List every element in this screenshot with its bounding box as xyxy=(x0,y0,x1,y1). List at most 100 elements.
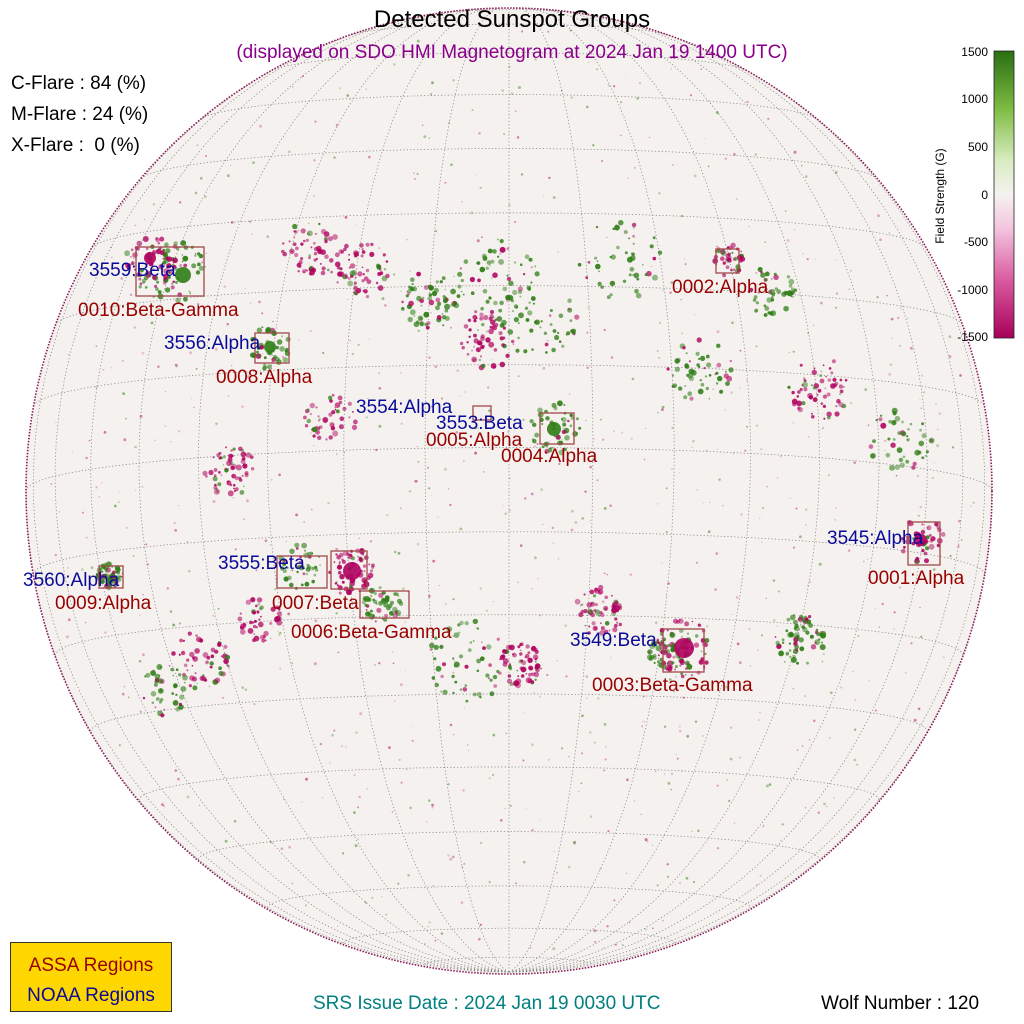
field-speckle xyxy=(347,556,350,560)
field-speckle xyxy=(306,269,308,272)
field-speckle xyxy=(463,862,466,865)
field-speckle xyxy=(275,345,280,350)
field-speckle xyxy=(592,594,597,598)
field-speckle xyxy=(172,700,179,706)
field-speckle xyxy=(936,444,940,448)
field-speckle xyxy=(369,338,370,340)
field-speckle xyxy=(520,659,524,663)
field-speckle xyxy=(690,369,697,376)
field-speckle xyxy=(496,316,503,322)
field-speckle xyxy=(460,290,463,293)
field-speckle xyxy=(804,617,809,622)
field-speckle xyxy=(218,456,222,460)
field-speckle xyxy=(331,410,336,415)
field-speckle xyxy=(826,392,831,397)
field-speckle xyxy=(666,653,672,659)
field-speckle xyxy=(427,466,429,469)
field-speckle xyxy=(941,325,942,327)
disk-limb xyxy=(25,7,993,975)
field-speckle xyxy=(762,825,764,828)
field-speckle xyxy=(244,688,248,691)
field-speckle xyxy=(691,282,694,285)
field-speckle xyxy=(799,387,802,391)
field-speckle xyxy=(151,701,155,704)
field-speckle xyxy=(212,500,216,503)
field-speckle xyxy=(787,385,791,389)
field-speckle xyxy=(690,674,694,677)
field-speckle xyxy=(726,375,733,382)
field-speckle xyxy=(319,262,322,265)
field-speckle xyxy=(879,238,882,241)
field-speckle xyxy=(853,758,857,762)
field-speckle xyxy=(374,620,377,623)
field-speckle xyxy=(269,621,273,625)
page-title: Detected Sunspot Groups xyxy=(373,6,651,33)
field-speckle xyxy=(479,312,484,317)
field-speckle xyxy=(676,757,679,760)
field-speckle xyxy=(561,344,565,348)
field-speckle xyxy=(429,93,433,96)
field-speckle xyxy=(901,540,904,543)
field-speckle xyxy=(697,829,700,833)
field-speckle xyxy=(95,486,98,489)
field-speckle xyxy=(404,669,406,671)
field-speckle xyxy=(256,346,261,351)
field-speckle xyxy=(522,418,525,422)
field-speckle xyxy=(302,572,306,576)
field-speckle xyxy=(353,285,358,291)
field-speckle xyxy=(714,373,717,376)
field-speckle xyxy=(792,350,795,353)
field-speckle xyxy=(212,476,218,482)
field-speckle xyxy=(460,901,464,904)
field-speckle xyxy=(279,667,282,670)
field-speckle xyxy=(391,811,394,813)
field-speckle xyxy=(327,268,330,272)
field-speckle xyxy=(338,591,342,595)
field-speckle xyxy=(519,649,522,652)
field-speckle xyxy=(172,265,177,269)
field-speckle xyxy=(792,296,794,298)
field-speckle xyxy=(507,674,512,678)
field-speckle xyxy=(586,331,589,334)
field-speckle xyxy=(409,270,411,272)
field-speckle xyxy=(313,159,316,162)
field-speckle xyxy=(344,216,348,219)
field-speckle xyxy=(888,232,890,234)
field-speckle xyxy=(798,637,804,643)
field-speckle xyxy=(585,276,588,279)
field-speckle xyxy=(217,482,222,487)
field-speckle xyxy=(368,155,371,159)
field-speckle xyxy=(764,288,768,291)
field-speckle xyxy=(804,175,808,178)
field-speckle xyxy=(261,353,264,355)
field-speckle xyxy=(351,424,358,430)
field-speckle xyxy=(918,440,925,447)
field-speckle xyxy=(188,570,191,573)
field-speckle xyxy=(499,300,504,306)
field-speckle xyxy=(770,298,775,302)
field-speckle xyxy=(346,94,350,97)
field-speckle xyxy=(164,391,167,393)
field-speckle xyxy=(840,686,843,689)
field-speckle xyxy=(808,623,813,628)
field-speckle xyxy=(533,672,540,678)
field-speckle xyxy=(801,401,806,406)
field-speckle xyxy=(439,644,444,650)
sunspot-core xyxy=(343,562,361,580)
field-speckle xyxy=(680,674,685,679)
field-speckle xyxy=(406,238,408,241)
wolf-number: Wolf Number : 120 xyxy=(821,993,980,1014)
field-speckle xyxy=(294,542,300,548)
field-speckle xyxy=(864,388,867,391)
grid-line xyxy=(508,62,986,973)
field-speckle xyxy=(306,563,310,567)
field-speckle xyxy=(612,602,618,608)
field-speckle xyxy=(776,477,779,479)
field-speckle xyxy=(357,559,359,562)
field-speckle xyxy=(166,263,172,269)
field-speckle xyxy=(789,497,791,499)
field-speckle xyxy=(729,757,733,761)
field-speckle xyxy=(179,264,183,267)
field-speckle xyxy=(359,559,363,563)
field-speckle xyxy=(634,167,636,169)
